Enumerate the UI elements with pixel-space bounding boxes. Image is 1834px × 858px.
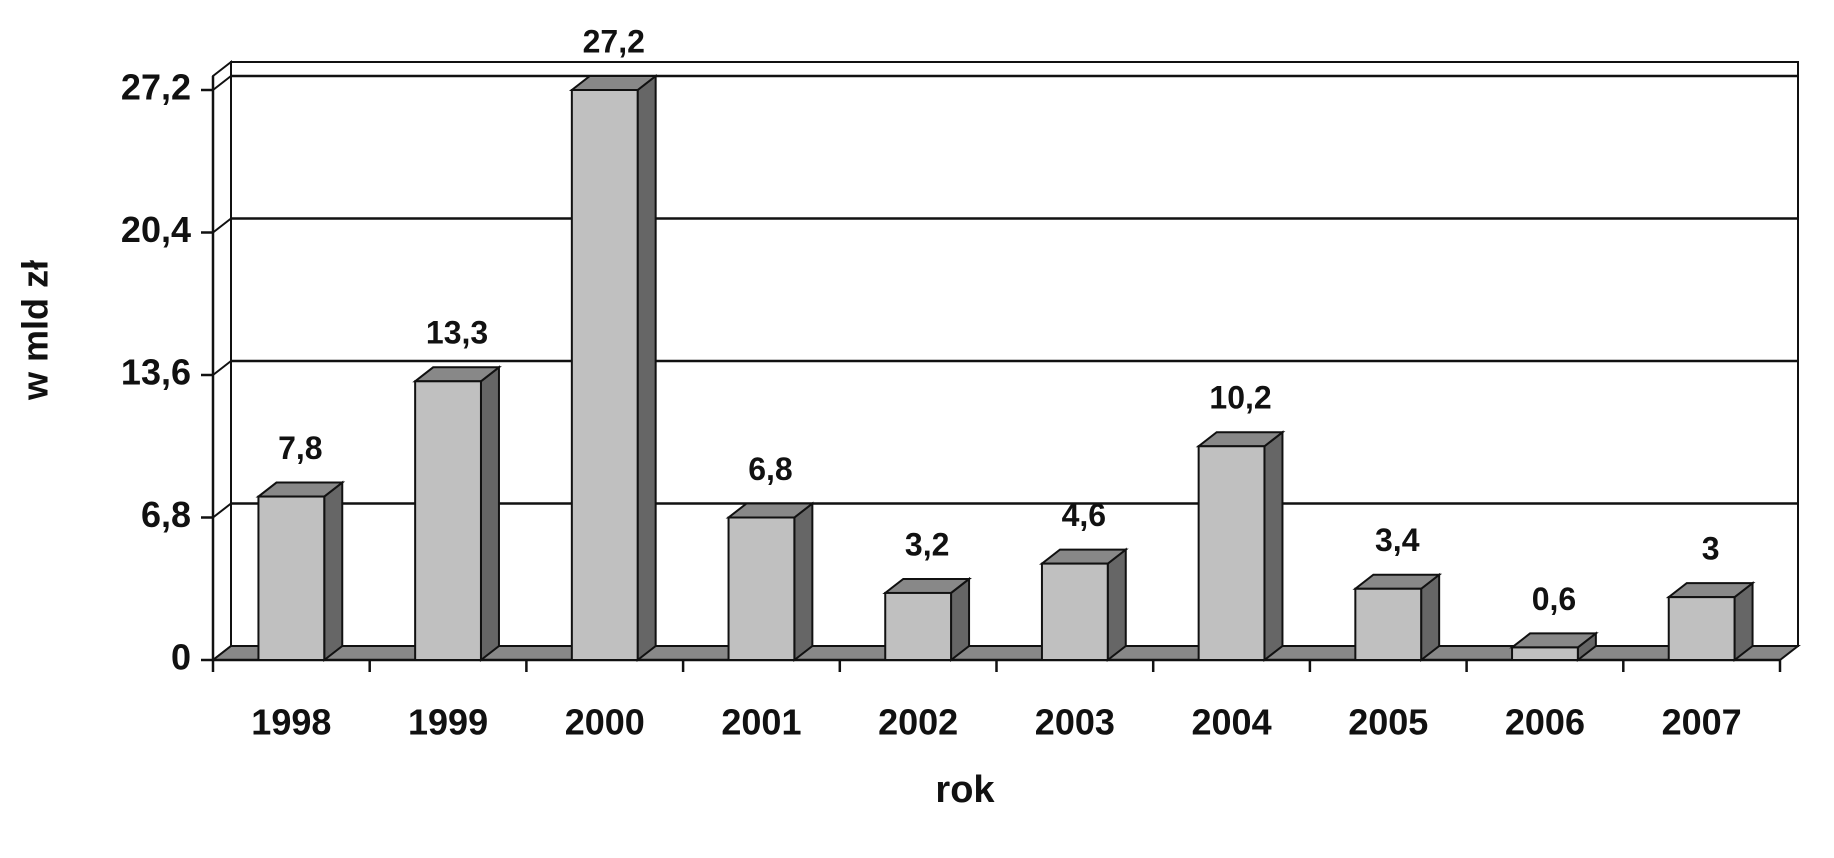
value-label: 0,6 (1532, 581, 1576, 617)
value-label: 3 (1702, 531, 1720, 567)
value-label: 3,4 (1375, 522, 1420, 558)
value-label: 4,6 (1062, 497, 1106, 533)
y-tick-label: 27,2 (121, 67, 191, 108)
value-label: 7,8 (278, 430, 322, 466)
x-tick-label: 1998 (251, 702, 331, 743)
bar (1040, 562, 1109, 662)
bar-side (1263, 430, 1284, 663)
bar (570, 89, 639, 661)
x-tick-label: 2004 (1192, 702, 1272, 743)
grid-line-side (212, 502, 232, 519)
bar (1354, 587, 1423, 661)
bar-side (1106, 547, 1127, 663)
bar (1511, 646, 1579, 661)
side-wall (212, 59, 232, 663)
bar (414, 380, 482, 661)
x-tick-label: 2002 (878, 702, 958, 743)
value-label: 27,2 (583, 23, 645, 59)
y-tick-label: 20,4 (121, 209, 191, 250)
grid-line-side (212, 360, 232, 376)
value-label: 3,2 (905, 526, 949, 562)
grid-line-side (212, 217, 232, 234)
value-label: 10,2 (1209, 380, 1271, 416)
x-tick-label: 2006 (1505, 702, 1585, 743)
bar-side (793, 501, 814, 663)
bar (257, 495, 326, 662)
bar (1197, 445, 1266, 661)
bar-side (323, 480, 344, 663)
y-tick-label: 13,6 (121, 352, 191, 393)
x-tick-label: 2001 (721, 702, 801, 743)
y-axis-title: w mld zł (15, 260, 56, 401)
bar-side (479, 365, 500, 663)
x-axis-title: rok (935, 769, 995, 811)
bar (884, 591, 953, 661)
x-tick-label: 2000 (565, 702, 645, 743)
value-label: 6,8 (748, 451, 792, 487)
y-tick-label: 6,8 (141, 494, 191, 535)
x-tick-label: 1999 (408, 702, 488, 743)
x-tick-label: 2003 (1035, 702, 1115, 743)
value-label: 13,3 (426, 315, 488, 351)
bar (727, 516, 796, 661)
grid-line-side (212, 75, 232, 91)
bar (1667, 596, 1736, 661)
y-tick-label: 0 (171, 637, 191, 678)
x-tick-label: 2007 (1662, 702, 1742, 743)
bar-side (636, 73, 657, 663)
x-tick-label: 2005 (1348, 702, 1428, 743)
